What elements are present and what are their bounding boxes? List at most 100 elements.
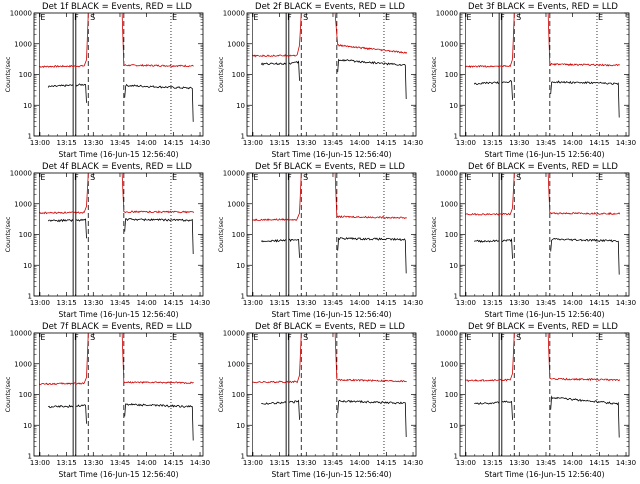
x-axis-label: Start Time (16-Jun-15 12:56:40) bbox=[485, 150, 605, 159]
y-tick-label: 1000 bbox=[14, 360, 32, 368]
series-line-events bbox=[124, 403, 194, 441]
x-tick-label: 14:15 bbox=[589, 139, 609, 147]
y-tick-label: 1 bbox=[241, 133, 245, 141]
y-axis-label: Counts/sec bbox=[430, 216, 438, 252]
series-line-events bbox=[501, 79, 513, 100]
x-tick-label: 13:30 bbox=[509, 139, 529, 147]
plot-frame bbox=[33, 332, 204, 457]
marker-label: E bbox=[253, 173, 258, 182]
y-tick-label: 10 bbox=[23, 422, 32, 430]
x-tick-label: 14:15 bbox=[163, 299, 183, 307]
series-line-events bbox=[75, 218, 87, 239]
x-tick-label: 13:00 bbox=[456, 459, 476, 467]
plot-frame bbox=[33, 12, 204, 137]
x-tick-label: 14:15 bbox=[589, 459, 609, 467]
marker-label: E bbox=[253, 333, 258, 342]
y-tick-label: 1 bbox=[28, 453, 32, 461]
x-tick-label: 14:00 bbox=[350, 139, 370, 147]
marker-label: F bbox=[74, 13, 79, 22]
series-line-events bbox=[501, 238, 513, 259]
marker-label: E bbox=[466, 13, 471, 22]
y-tick-label: 1000 bbox=[440, 200, 458, 208]
y-tick-label: 1000 bbox=[14, 200, 32, 208]
y-tick-label: 1 bbox=[241, 293, 245, 301]
y-axis-label: Counts/sec bbox=[430, 376, 438, 412]
marker-label: E bbox=[385, 333, 390, 342]
x-axis-label: Start Time (16-Jun-15 12:56:40) bbox=[272, 150, 392, 159]
chart-title: Det 1f BLACK = Events, RED = LLD bbox=[42, 2, 192, 12]
y-tick-label: 10000 bbox=[223, 10, 245, 18]
x-tick-label: 14:00 bbox=[563, 299, 583, 307]
x-tick-label: 14:30 bbox=[403, 139, 423, 147]
marker-label: E bbox=[172, 173, 177, 182]
marker-label: F bbox=[500, 333, 505, 342]
series-line-events bbox=[47, 218, 74, 223]
y-tick-label: 1 bbox=[454, 293, 458, 301]
x-tick-label: 14:00 bbox=[137, 459, 157, 467]
x-tick-label: 14:00 bbox=[350, 459, 370, 467]
x-tick-label: 13:15 bbox=[270, 459, 290, 467]
x-tick-label: 14:00 bbox=[563, 139, 583, 147]
marker-label: E bbox=[466, 333, 471, 342]
marker-label: S bbox=[90, 13, 95, 22]
marker-label: E bbox=[385, 173, 390, 182]
chart-title: Det 8f BLACK = Events, RED = LLD bbox=[255, 322, 405, 332]
y-axis-label: Counts/sec bbox=[217, 56, 225, 92]
x-tick-label: 13:00 bbox=[30, 459, 50, 467]
series-line-lld bbox=[334, 12, 408, 55]
chart-svg: Det 5f BLACK = Events, RED = LLD Counts/s… bbox=[217, 162, 423, 319]
series-line-lld bbox=[465, 172, 515, 216]
marker-label: E bbox=[172, 13, 177, 22]
x-tick-label: 13:15 bbox=[483, 459, 503, 467]
chart-svg: Det 3f BLACK = Events, RED = LLD Counts/s… bbox=[430, 2, 636, 159]
x-tick-label: 14:15 bbox=[589, 299, 609, 307]
x-axis-label: Start Time (16-Jun-15 12:56:40) bbox=[59, 150, 179, 159]
y-tick-label: 1 bbox=[28, 293, 32, 301]
x-tick-label: 13:00 bbox=[243, 139, 263, 147]
y-tick-label: 1000 bbox=[227, 40, 245, 48]
y-axis-label: Counts/sec bbox=[4, 216, 12, 252]
y-tick-label: 10000 bbox=[10, 170, 32, 178]
x-tick-label: 14:15 bbox=[376, 459, 396, 467]
marker-label: F bbox=[287, 13, 292, 22]
x-tick-label: 13:30 bbox=[296, 459, 316, 467]
chart-panel-det-5f: Det 5f BLACK = Events, RED = LLD Counts/s… bbox=[213, 160, 426, 320]
series-line-events bbox=[550, 395, 620, 438]
y-tick-label: 10000 bbox=[223, 170, 245, 178]
chart-svg: Det 6f BLACK = Events, RED = LLD Counts/s… bbox=[430, 162, 636, 319]
y-tick-label: 10 bbox=[449, 102, 458, 110]
x-tick-label: 14:00 bbox=[563, 459, 583, 467]
series-line-events bbox=[474, 401, 500, 405]
series-line-lld bbox=[121, 172, 195, 214]
marker-label: E bbox=[598, 173, 603, 182]
marker-label: S bbox=[303, 173, 308, 182]
series-line-lld bbox=[547, 332, 621, 382]
series-line-lld bbox=[251, 12, 302, 58]
y-tick-label: 10 bbox=[236, 102, 245, 110]
x-tick-label: 14:00 bbox=[137, 299, 157, 307]
marker-label: S bbox=[303, 13, 308, 22]
y-tick-label: 10000 bbox=[436, 10, 458, 18]
x-tick-label: 13:15 bbox=[57, 459, 77, 467]
marker-label: S bbox=[516, 333, 521, 342]
x-tick-label: 13:30 bbox=[296, 139, 316, 147]
marker-label: E bbox=[598, 333, 603, 342]
x-axis-label: Start Time (16-Jun-15 12:56:40) bbox=[272, 310, 392, 319]
y-axis-label: Counts/sec bbox=[217, 376, 225, 412]
y-tick-label: 1000 bbox=[227, 360, 245, 368]
chart-title: Det 6f BLACK = Events, RED = LLD bbox=[468, 162, 618, 172]
marker-label: E bbox=[385, 13, 390, 22]
x-tick-label: 14:30 bbox=[190, 139, 210, 147]
y-tick-label: 100 bbox=[445, 231, 458, 239]
marker-label: F bbox=[74, 333, 79, 342]
x-tick-label: 13:15 bbox=[483, 299, 503, 307]
series-line-events bbox=[124, 83, 194, 122]
marker-label: E bbox=[466, 173, 471, 182]
y-axis-label: Counts/sec bbox=[4, 376, 12, 412]
y-tick-label: 10000 bbox=[223, 330, 245, 338]
y-tick-label: 10000 bbox=[436, 330, 458, 338]
y-tick-label: 1 bbox=[454, 133, 458, 141]
plot-frame bbox=[459, 12, 630, 137]
series-line-events bbox=[48, 404, 74, 409]
marker-label: E bbox=[172, 333, 177, 342]
